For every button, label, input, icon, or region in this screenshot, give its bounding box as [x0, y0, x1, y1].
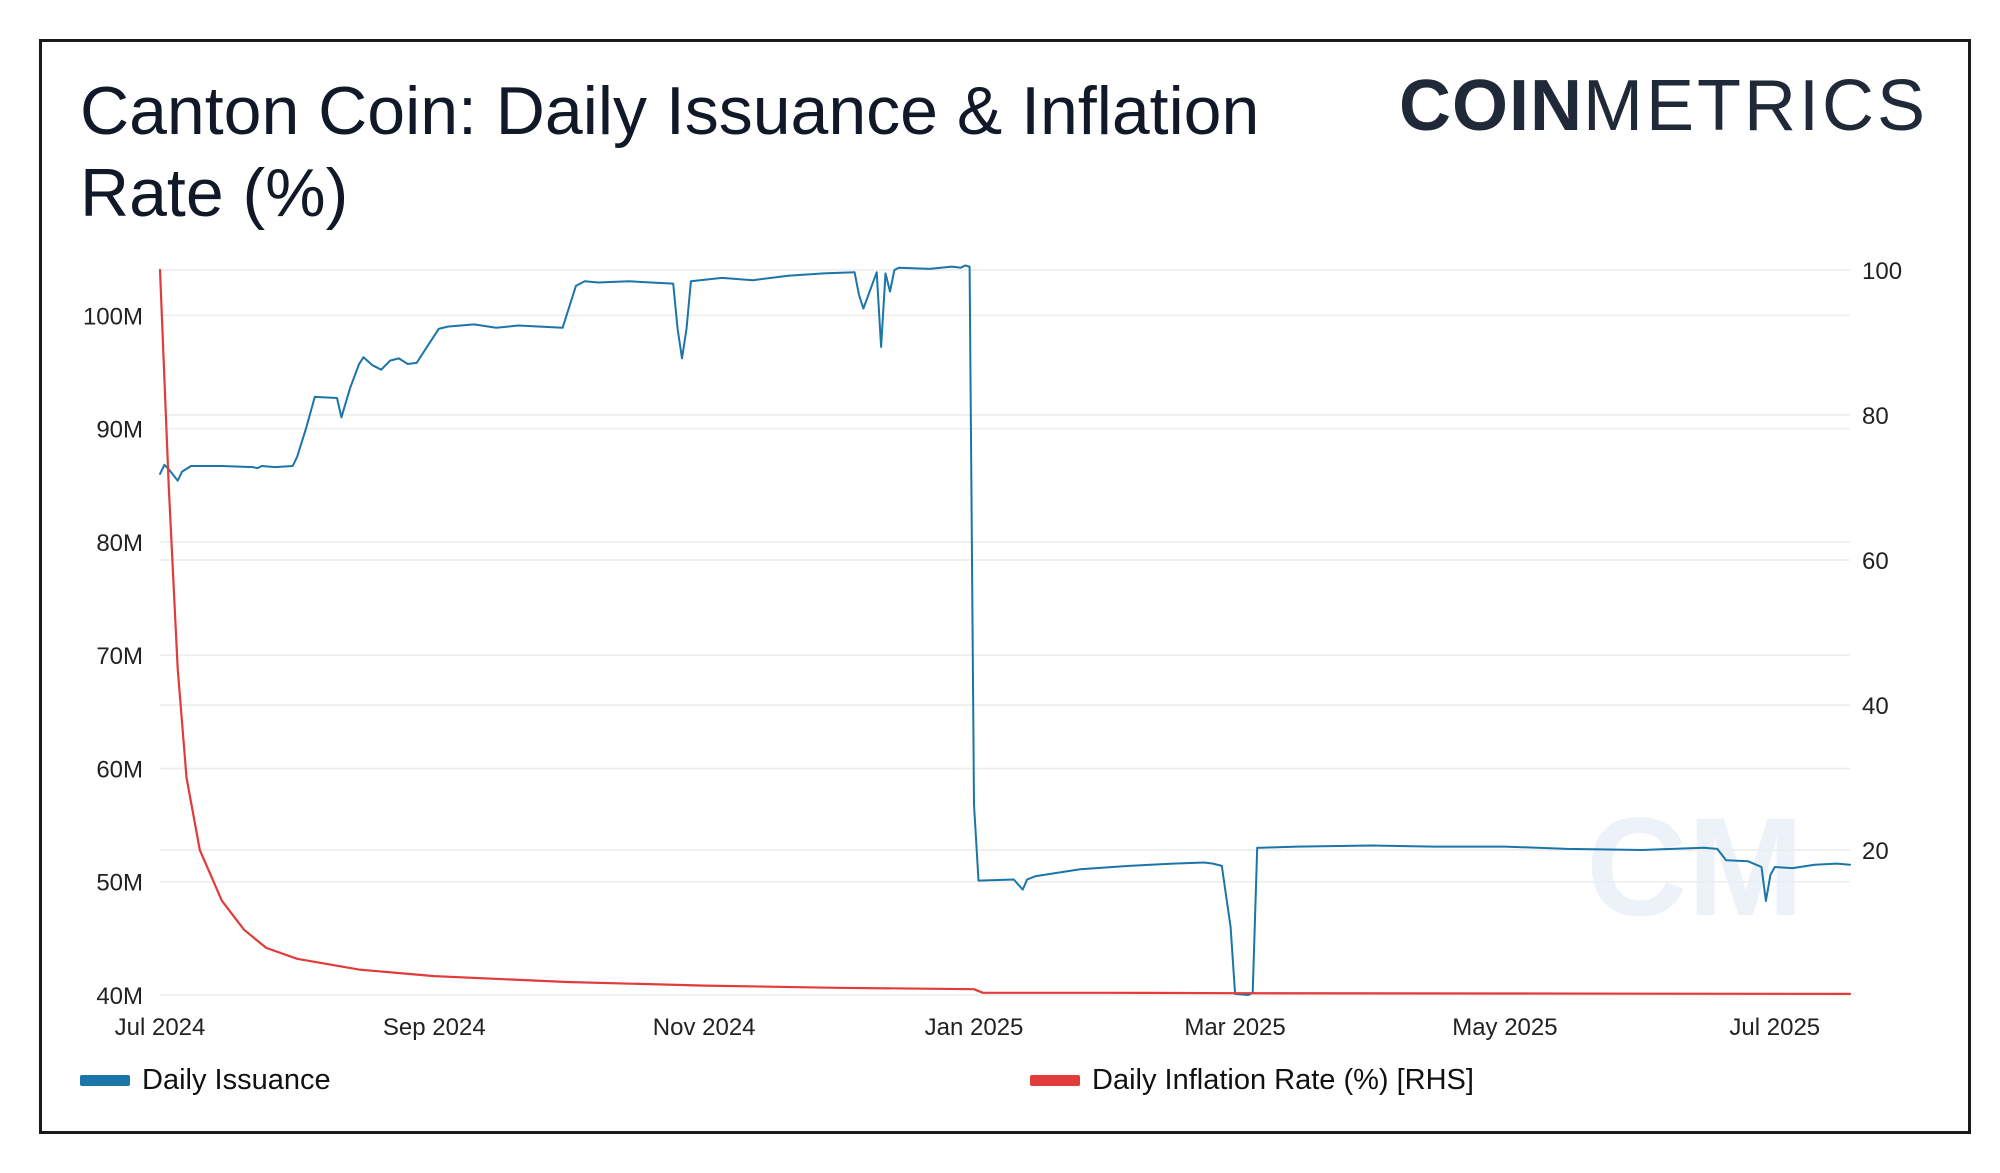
- cm-watermark: CM: [1586, 788, 1804, 945]
- inflation-series-line: [158, 268, 1852, 995]
- logo-bold-text: COIN: [1399, 66, 1583, 146]
- y-left-tick-label: 50M: [96, 870, 143, 897]
- y-left-tick-label: 60M: [96, 756, 143, 783]
- legend-label-issuance: Daily Issuance: [142, 1063, 331, 1096]
- y-right-tick-label: 60: [1862, 548, 1889, 575]
- issuance-swatch: [80, 1074, 130, 1086]
- issuance-series-line: [159, 264, 1851, 996]
- x-tick-label: Nov 2024: [653, 1014, 756, 1041]
- x-tick-label: Mar 2025: [1184, 1014, 1285, 1041]
- x-tick-label: Sep 2024: [383, 1014, 486, 1041]
- x-tick-label: Jul 2024: [115, 1014, 206, 1041]
- legend-label-inflation: Daily Inflation Rate (%) [RHS]: [1092, 1063, 1474, 1096]
- x-axis: Jul 2024 Sep 2024 Nov 2024 Jan 2025 Mar 2025…: [115, 1014, 1821, 1041]
- y-right-tick-label: 20: [1862, 838, 1889, 865]
- grid-lines: [160, 269, 1850, 996]
- left-y-axis: 40M 50M 60M 70M 80M 90M 100M: [83, 303, 143, 1010]
- y-right-tick-label: 40: [1862, 693, 1889, 720]
- y-left-tick-label: 80M: [96, 530, 143, 557]
- x-tick-label: Jan 2025: [925, 1014, 1024, 1041]
- y-right-tick-label: 100: [1862, 258, 1902, 285]
- series-lines: [158, 264, 1852, 996]
- legend-item-inflation: Daily Inflation Rate (%) [RHS]: [1030, 1062, 1474, 1098]
- y-left-tick-label: 100M: [83, 303, 143, 330]
- logo-light-text: METRICS: [1583, 66, 1928, 146]
- chart-title: Canton Coin: Daily Issuance & Inflation …: [80, 73, 1260, 231]
- legend-item-issuance: Daily Issuance: [80, 1062, 331, 1098]
- x-tick-label: May 2025: [1452, 1014, 1557, 1041]
- chart-frame: [39, 39, 1971, 1134]
- coinmetrics-logo: COINMETRICS: [1399, 66, 1928, 146]
- inflation-swatch: [1030, 1074, 1080, 1086]
- y-left-tick-label: 40M: [96, 983, 143, 1010]
- y-right-tick-label: 80: [1862, 403, 1889, 430]
- right-y-axis: 20 40 60 80 100: [1862, 258, 1902, 865]
- x-tick-label: Jul 2025: [1729, 1014, 1820, 1041]
- y-left-tick-label: 90M: [96, 417, 143, 444]
- y-left-tick-label: 70M: [96, 643, 143, 670]
